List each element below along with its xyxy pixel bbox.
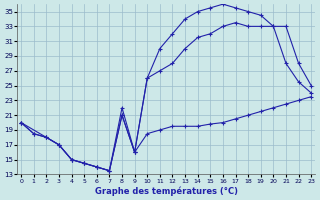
X-axis label: Graphe des températures (°C): Graphe des températures (°C)	[95, 186, 238, 196]
